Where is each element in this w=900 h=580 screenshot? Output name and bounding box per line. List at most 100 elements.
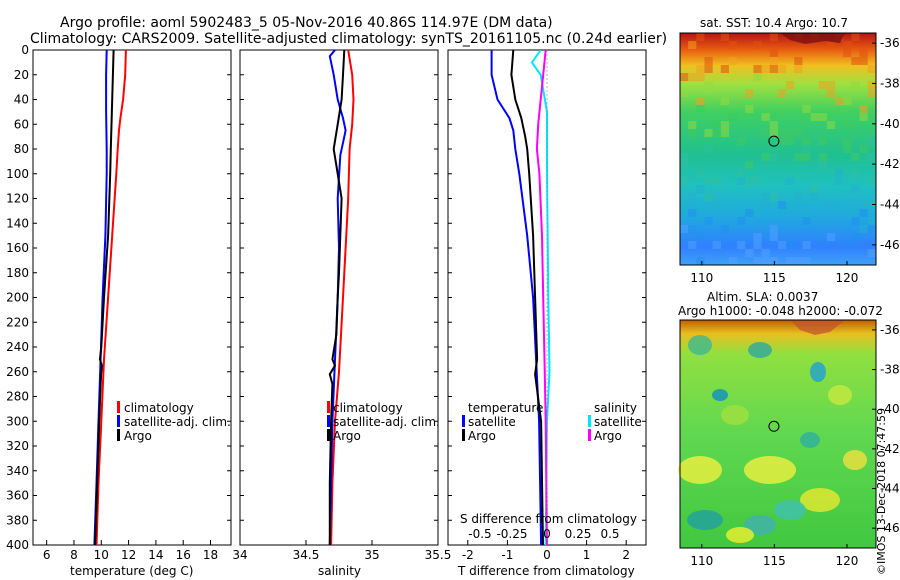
sst-pixel: [680, 177, 689, 185]
sst-pixel: [753, 177, 762, 185]
sst-pixel: [688, 201, 697, 209]
legend-t-satellite: satellite: [468, 415, 516, 429]
sst-pixel: [810, 193, 819, 201]
sla-blob: [800, 488, 840, 512]
sst-pixel: [712, 201, 721, 209]
difference-tick-label: -1: [501, 548, 513, 562]
sla-land: [790, 320, 845, 335]
sla-blob: [712, 389, 728, 401]
argo-marker-sla: [768, 420, 780, 432]
depth-tick-label: 160: [6, 241, 29, 255]
difference-tick-label: 0: [543, 548, 551, 562]
difference-t-satellite-line: [490, 50, 543, 545]
difference-series: [490, 50, 551, 545]
legend-swatch-s-satellite: [588, 415, 591, 427]
sst-pixel: [794, 153, 803, 161]
sst-pixel: [835, 177, 844, 185]
sst-pixel: [859, 225, 868, 233]
depth-tick-label: 20: [14, 68, 29, 82]
sst-pixel: [680, 225, 689, 233]
sst-pixel: [867, 177, 876, 185]
sst-pixel: [720, 65, 729, 73]
legend-climatology: climatology: [333, 401, 403, 415]
sla-frame: [679, 319, 877, 549]
depth-tick-label: 300: [6, 414, 29, 428]
temperature-tick-label: 12: [121, 548, 136, 562]
sst-pixel: [835, 169, 844, 177]
sla-blob: [678, 456, 722, 484]
legend-swatch-argo: [327, 429, 330, 441]
difference-x-axis: -2 -1 0 1 2: [462, 540, 630, 562]
legend-swatch-climatology: [327, 401, 330, 413]
s-difference-tick-label: 0: [543, 527, 551, 541]
temperature-tick-label: 8: [70, 548, 78, 562]
sst-pixel: [769, 225, 778, 233]
sst-pixel: [704, 177, 713, 185]
temperature-panel: [32, 49, 232, 546]
sst-pixel: [777, 241, 787, 249]
sst-pixel: [753, 233, 762, 241]
sst-pixel: [786, 177, 795, 185]
sst-pixel: [688, 73, 697, 81]
sst-pixel: [688, 241, 697, 249]
temperature-tick-label: 16: [176, 548, 191, 562]
sla-blob: [828, 385, 852, 405]
salinity-tick-label: 34.5: [293, 548, 320, 562]
s-difference-tick-label: -0.25: [496, 527, 527, 541]
sla-blob: [748, 342, 772, 358]
sst-pixel: [851, 185, 860, 193]
sst-pixel: [745, 105, 754, 113]
sst-map: sat. SST: 10.4 Argo: 10.7 110 115 120 -36 -3…: [679, 16, 900, 285]
depth-tick-label: 80: [14, 142, 29, 156]
sst-pixel: [696, 33, 705, 41]
difference-s-satellite-line: [530, 50, 551, 545]
sst-pixel: [794, 201, 803, 209]
sst-pixel: [753, 73, 762, 81]
sst-pixel: [745, 249, 754, 257]
legend-argo: Argo: [124, 429, 152, 443]
sst-pixel: [786, 257, 795, 265]
difference-tick-label: -2: [462, 548, 474, 562]
temperature-climatology-line: [95, 50, 127, 545]
depth-tick-label: 200: [6, 291, 29, 305]
sst-pixel: [826, 121, 836, 129]
sst-pixel: [737, 169, 746, 177]
sst-pixel: [696, 169, 705, 177]
salinity-panel: [239, 49, 439, 546]
sst-pixel: [745, 209, 754, 217]
salinity-satellite-line: [328, 50, 347, 545]
s-difference-label: S difference from climatology: [460, 512, 637, 526]
legend-s-argo: Argo: [594, 429, 622, 443]
sst-pixel: [826, 81, 836, 89]
sst-pixel: [843, 121, 852, 129]
temperature-tick-label: 6: [43, 548, 51, 562]
sst-pixel: [769, 257, 778, 265]
sla-blob: [744, 456, 796, 484]
difference-s-argo-line: [535, 50, 548, 545]
sst-pixel: [745, 161, 754, 169]
sst-pixel: [843, 97, 852, 105]
salinity-series: [328, 50, 355, 545]
sst-pixel: [769, 153, 778, 161]
sst-pixel: [728, 113, 738, 121]
temperature-tick-label: 10: [94, 548, 109, 562]
salinity-xlabel: salinity: [318, 564, 361, 578]
sst-texture: [680, 33, 876, 265]
depth-tick-label: 60: [14, 117, 29, 131]
sst-pixel: [737, 177, 746, 185]
legend-argo: Argo: [333, 429, 361, 443]
sst-pixel: [737, 241, 746, 249]
temperature-xlabel: temperature (deg C): [70, 564, 193, 578]
sst-pixel: [818, 137, 827, 145]
s-difference-tick-label: 0.5: [600, 527, 619, 541]
depth-tick-label: 220: [6, 315, 29, 329]
sst-pixel: [786, 81, 795, 89]
sla-y-tick-label: -42: [880, 442, 900, 456]
sst-pixel: [737, 137, 746, 145]
sla-blob: [721, 405, 749, 425]
depth-tick-label: 320: [6, 439, 29, 453]
sla-y-tick-label: -38: [880, 363, 900, 377]
sst-pixel: [737, 217, 746, 225]
sst-pixel: [794, 57, 803, 65]
sla-blob: [843, 450, 867, 470]
